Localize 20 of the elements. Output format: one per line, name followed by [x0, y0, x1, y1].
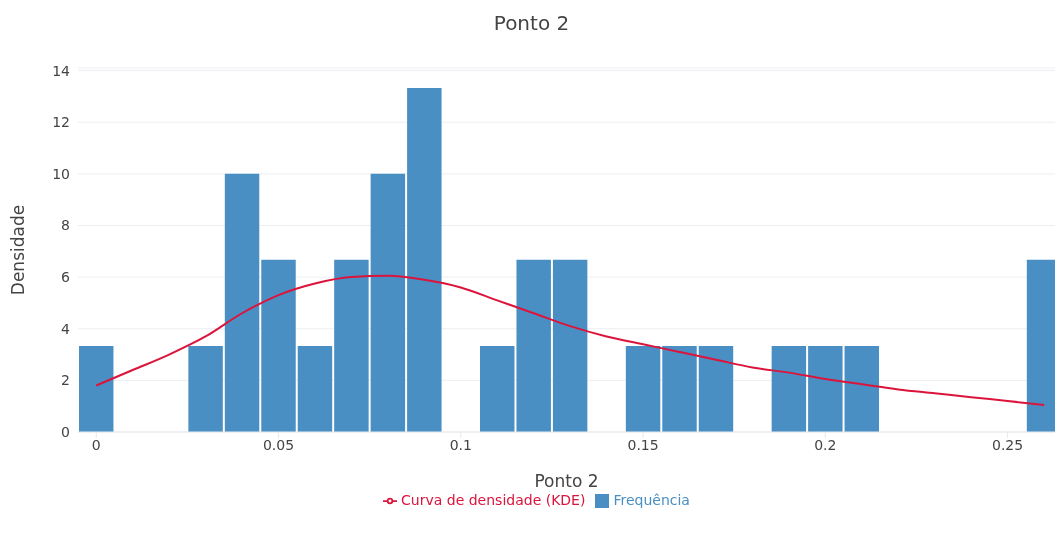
y-tick-label: 12 [52, 114, 70, 131]
y-tick-label: 8 [61, 217, 70, 234]
x-tick-label: 0.15 [627, 436, 659, 453]
x-tick-label: 0 [91, 436, 101, 453]
y-tick-label: 14 [52, 62, 71, 79]
y-tick-label: 10 [52, 165, 70, 182]
line-series [95, 274, 1046, 406]
x-axis-title: Ponto 2 [534, 471, 599, 491]
x-tick-label: 0.2 [814, 436, 837, 453]
legend-label: Curva de densidade (KDE) [401, 492, 586, 508]
y-axis-title: Densidade [8, 204, 29, 296]
y-tick-label: 2 [61, 372, 70, 389]
chart-title: Ponto 2 [492, 10, 571, 37]
y-tick-label: 6 [61, 269, 71, 286]
y-tick-label: 4 [61, 320, 71, 337]
x-tick-label: 0.1 [449, 436, 472, 453]
y-tick-label: 0 [61, 423, 70, 440]
x-tick-label: 0.05 [262, 436, 295, 453]
x-tick-label: 0.25 [992, 436, 1024, 453]
legend-label: Frequência [613, 492, 690, 508]
